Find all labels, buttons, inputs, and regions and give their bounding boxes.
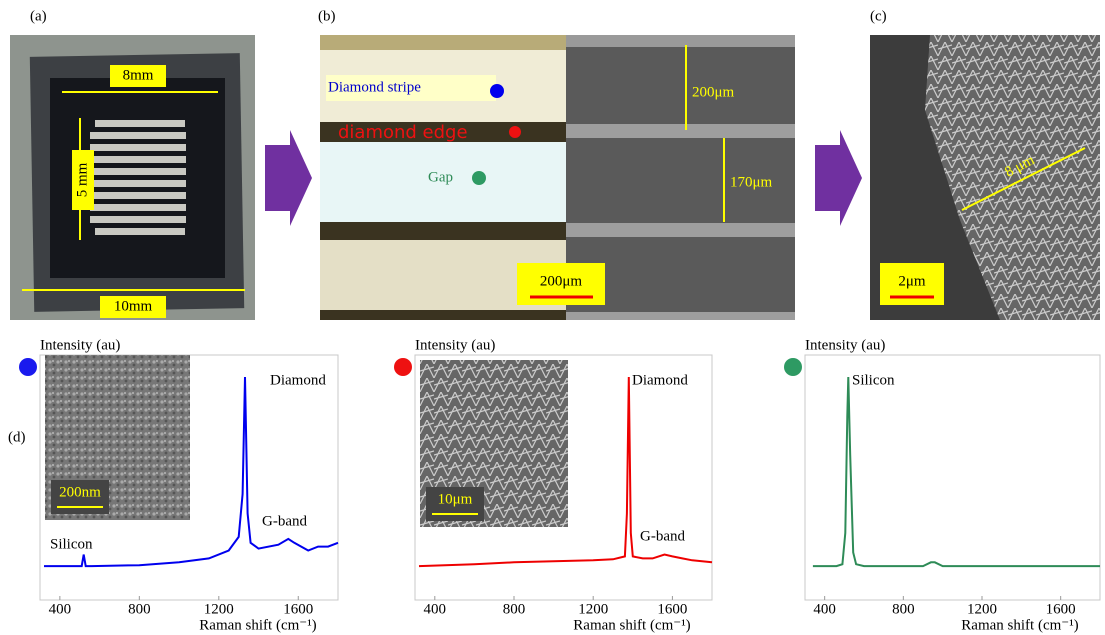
spectrum-line [813,377,1100,566]
panel-label: (d) [8,429,26,445]
x-tick-label: 800 [892,601,915,617]
peak-label: Silicon [852,372,895,388]
series-marker [784,358,802,376]
dimension-label: 200μm [692,84,735,100]
peak-label: G-band [640,528,685,544]
series-marker [394,358,412,376]
stripe [320,35,566,50]
x-tick-label: 800 [503,601,526,617]
scale-bar-label: 10μm [438,491,473,507]
x-tick-label: 800 [128,601,151,617]
edge [566,35,795,47]
x-tick-label: 1600 [283,601,313,617]
x-tick-label: 1600 [1046,601,1076,617]
peak-label: G-band [262,513,307,529]
region-label: Gap [428,169,453,185]
edge [320,222,566,240]
series-marker [19,358,37,376]
y-axis-label: Intensity (au) [805,337,885,353]
x-axis-label: Raman shift (cm⁻¹) [199,617,316,633]
x-tick-label: 1600 [657,601,687,617]
x-tick-label: 1200 [578,601,608,617]
peak-label: Diamond [270,372,326,388]
edge [566,124,795,138]
panel-label: (c) [870,8,887,24]
arrow [815,130,862,226]
x-axis-label: Raman shift (cm⁻¹) [573,617,690,633]
y-axis-label: Intensity (au) [415,337,495,353]
x-tick-label: 400 [813,601,836,617]
arrow [265,130,312,226]
marker [490,84,504,98]
scale-bar-label: 2μm [898,273,926,289]
panel-label: (a) [30,8,47,24]
peak-label: Diamond [632,372,688,388]
x-tick-label: 400 [49,601,72,617]
dimension-label: 8mm [123,67,154,83]
x-tick-label: 1200 [967,601,997,617]
edge [566,312,795,320]
peak-label: Silicon [50,536,93,552]
edge [566,223,795,237]
dimension-label: 5 mm [74,162,90,197]
scale-bar-label: 200nm [59,484,101,500]
y-axis-label: Intensity (au) [40,337,120,353]
edge [320,310,566,320]
x-axis-label: Raman shift (cm⁻¹) [961,617,1078,633]
figure: (a) (b) (c) (d) 8mm 5 mm 10mm Diamond st… [0,0,1105,635]
dimension-label: 170μm [730,174,773,190]
x-tick-label: 400 [424,601,447,617]
region-label: diamond edge [338,122,468,143]
x-tick-label: 1200 [204,601,234,617]
scale-bar-label: 200μm [540,273,583,289]
panel-label: (b) [318,8,336,24]
dimension-label: 10mm [114,298,153,314]
region-label: Diamond stripe [328,79,421,95]
marker [472,171,486,185]
marker [509,126,521,138]
